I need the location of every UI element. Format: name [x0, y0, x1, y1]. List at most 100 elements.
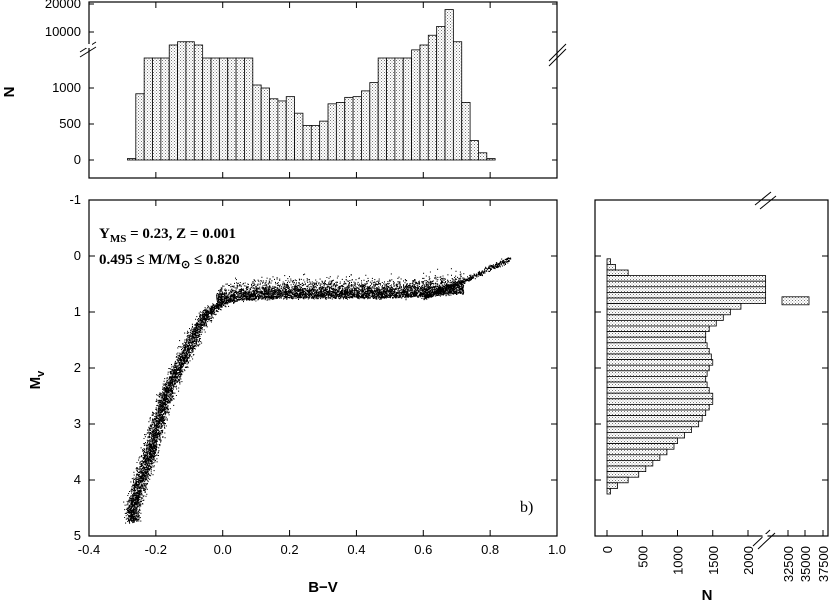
top-y-tick-label: 10000 [45, 24, 81, 39]
right-histogram-bar [606, 426, 692, 433]
helium-abundance-annotation: YMS = 0.23, Z = 0.001 [99, 226, 236, 245]
top-histogram-bar [386, 57, 396, 161]
cmd-x-tick-label: -0.4 [78, 542, 100, 557]
cmd-x-tick-label: -0.2 [145, 542, 167, 557]
top-histogram-bar [235, 57, 245, 161]
top-y-tick-label: 0 [74, 152, 81, 167]
right-histogram-x-ticks: 0 500 1000 1500 2000 32500 35000 37500 [595, 199, 830, 582]
top-histogram-bar [444, 9, 454, 161]
top-histogram-bar [352, 96, 362, 161]
right-histogram-bar [606, 375, 707, 383]
cmd-ylabel: Mv [27, 370, 47, 390]
top-histogram-bar [436, 25, 446, 161]
right-histogram-bar [606, 403, 710, 411]
top-histogram-bar [227, 57, 237, 161]
cmd-x-tick-label: 0.2 [281, 542, 299, 557]
right-x-tick-label: 32500 [781, 546, 796, 582]
right-x-tick-label: 0 [600, 546, 615, 553]
right-histogram: 0 500 1000 1500 2000 32500 35000 37500 N [594, 191, 830, 604]
right-histogram-bar [606, 269, 629, 276]
right-histogram-bar [606, 459, 654, 467]
right-x-tick-label: 2000 [741, 546, 756, 575]
top-histogram-bar [260, 87, 270, 161]
right-histogram-bar [606, 476, 629, 484]
top-histogram-bar [335, 102, 346, 161]
top-histogram-bar [310, 125, 321, 161]
top-histogram-bar [452, 41, 463, 161]
top-histogram-bar [177, 41, 187, 161]
right-histogram-bar [606, 482, 618, 489]
top-histogram-bar [361, 90, 371, 161]
top-histogram-bar [269, 98, 279, 161]
top-histogram-bar [193, 44, 204, 161]
right-histogram-bar [606, 263, 616, 271]
right-x-tick-label: 1000 [671, 546, 686, 575]
top-histogram-bar [427, 34, 438, 161]
top-histogram-bar [486, 158, 496, 161]
right-histogram-bar [606, 325, 710, 332]
right-histogram-bar [606, 331, 707, 338]
top-histogram-bar [252, 84, 262, 161]
top-histogram: 0 500 1000 10000 20000 N [1, 0, 567, 179]
top-histogram-bar [327, 103, 337, 161]
right-histogram-bar [606, 359, 714, 366]
right-histogram-bar [606, 353, 712, 360]
right-histogram-bar [606, 347, 710, 355]
cmd-x-tick-label: 1.0 [548, 542, 566, 557]
top-histogram-bar [285, 96, 295, 161]
right-histogram-bar [606, 431, 685, 439]
right-histogram-bar [606, 286, 767, 293]
right-histogram-bar [606, 336, 707, 344]
top-histogram-bar [143, 57, 153, 161]
cmd-y-ticks: -1 0 1 2 3 4 5 [69, 192, 557, 543]
right-histogram-bar [606, 409, 707, 416]
right-histogram-bar [606, 342, 708, 349]
right-histogram-bar [606, 364, 710, 372]
top-histogram-bar [344, 96, 354, 161]
cmd-y-tick-label: 2 [74, 360, 81, 375]
right-histogram-bar [606, 297, 767, 304]
cmd-y-tick-label: 4 [74, 472, 81, 487]
right-axis-break-top [754, 191, 777, 210]
top-histogram-bar [277, 100, 287, 161]
top-y-tick-label: 500 [59, 116, 81, 131]
cmd-frame [88, 199, 558, 537]
cmd-y-tick-label: 0 [74, 248, 81, 263]
cmd-y-tick-label: 1 [74, 304, 81, 319]
top-histogram-bar [168, 44, 178, 161]
top-histogram-bar [394, 57, 404, 161]
right-histogram-bar [606, 465, 647, 472]
cmd-star-cloud [123, 257, 512, 524]
top-y-tick-label: 1000 [52, 80, 81, 95]
right-x-tick-label: 500 [635, 546, 650, 568]
right-histogram-bar [606, 415, 703, 422]
right-histogram-bar [606, 392, 714, 400]
right-histogram-bar [606, 398, 714, 405]
top-axis-break-right [548, 43, 567, 67]
right-axis-break-bottom [752, 529, 776, 550]
cmd-star-points [123, 257, 512, 524]
top-histogram-bar [319, 120, 329, 161]
cmd-x-ticks: -0.4 -0.2 0.0 0.2 0.4 0.6 0.8 1.0 [78, 200, 566, 557]
cmd-x-tick-label: 0.0 [214, 542, 232, 557]
top-histogram-bar [469, 140, 479, 161]
right-histogram-bar [606, 280, 767, 288]
right-histogram-bars [606, 258, 810, 495]
right-histogram-bar [606, 448, 668, 456]
right-histogram-bar [606, 303, 742, 310]
right-histogram-bar [606, 487, 611, 495]
cmd-x-tick-label: 0.8 [481, 542, 499, 557]
top-histogram-bar [294, 112, 304, 161]
top-histogram-bar [185, 41, 195, 161]
top-histogram-bar [135, 93, 145, 161]
top-histogram-bar [152, 57, 162, 161]
top-histogram-bar [369, 82, 379, 161]
right-histogram-bar [606, 381, 708, 388]
right-histogram-bar [606, 258, 611, 265]
right-histogram-bar [606, 471, 640, 478]
right-histogram-xlabel: N [702, 587, 713, 604]
cmd-xlabel: B−V [308, 579, 338, 596]
top-histogram-y-ticks: 0 500 1000 10000 20000 [45, 0, 558, 178]
right-histogram-bar [606, 387, 710, 394]
